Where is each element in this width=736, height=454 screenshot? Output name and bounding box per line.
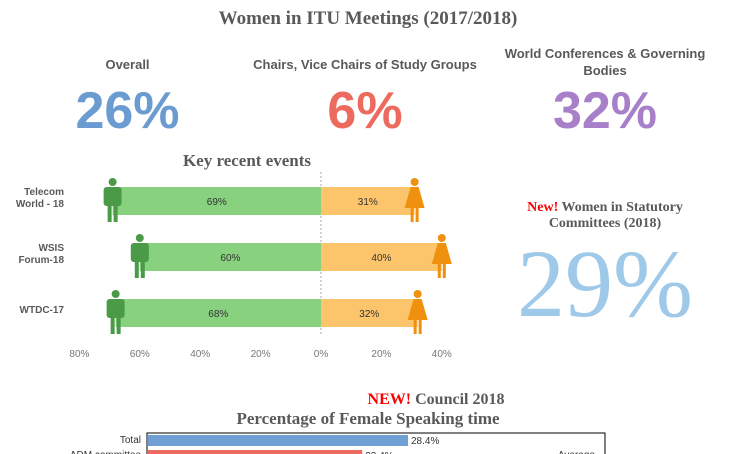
- female-figure-icon: [407, 290, 428, 334]
- council-subtitle: Percentage of Female Speaking time: [236, 409, 500, 428]
- council-title: Council 2018: [415, 391, 504, 408]
- x-tick: 20%: [251, 349, 271, 360]
- male-figure-icon: [130, 234, 149, 278]
- bar-label-male: 60%: [220, 253, 240, 264]
- female-figure-icon: [404, 178, 425, 222]
- category-label: WTDC-17: [20, 305, 65, 316]
- female-figure-icon: [431, 234, 452, 278]
- x-tick: 40%: [190, 349, 210, 360]
- statutory-text: Women in Statutory Committees (2018): [548, 200, 683, 231]
- statutory-label: New! Women in Statutory Committees (2018…: [500, 200, 710, 232]
- stat-label-overall: Overall: [105, 57, 150, 72]
- x-tick: 0%: [314, 349, 329, 360]
- statutory-value: 29%: [517, 230, 693, 337]
- council-bar: [148, 450, 363, 454]
- bar-label-male: 68%: [208, 309, 228, 320]
- bar-label-female: 32%: [359, 309, 379, 320]
- male-figure-icon: [106, 290, 125, 334]
- new-badge: New!: [527, 200, 559, 215]
- council-category: Total: [120, 435, 141, 446]
- bar-female: [321, 243, 442, 271]
- bar-label-female: 31%: [358, 197, 378, 208]
- bar-male: [112, 187, 322, 215]
- x-tick: 80%: [69, 349, 89, 360]
- stat-label-conferences: World Conferences & Governing Bodies: [504, 46, 706, 78]
- x-tick: 20%: [371, 349, 391, 360]
- council-bar-label: 28.4%: [411, 436, 439, 447]
- category-label: Telecom World - 18: [16, 187, 65, 210]
- x-tick: 60%: [130, 349, 150, 360]
- page-title: Women in ITU Meetings (2017/2018): [218, 8, 518, 29]
- council-new: NEW!: [368, 391, 412, 408]
- bar-label-female: 40%: [371, 253, 391, 264]
- bar-female: [321, 299, 418, 327]
- council-bar: [148, 435, 408, 446]
- stat-label-chairs: Chairs, Vice Chairs of Study Groups: [253, 57, 477, 72]
- category-label: WSIS Forum-18: [18, 243, 64, 266]
- stat-value-chairs: 6%: [327, 82, 403, 140]
- council-category: ADM committee: [70, 450, 142, 454]
- bar-label-male: 69%: [207, 197, 227, 208]
- council-bar-label: 23.4%: [365, 451, 393, 454]
- council-annotation: Average: [558, 450, 596, 454]
- x-tick: 40%: [432, 349, 452, 360]
- bar-male: [139, 243, 321, 271]
- male-figure-icon: [103, 178, 122, 222]
- events-chart-title: Key recent events: [183, 151, 311, 170]
- bar-male: [115, 299, 321, 327]
- council-chart-title: NEW! Council 2018: [368, 391, 505, 408]
- council-frame: [146, 432, 606, 454]
- stat-value-overall: 26%: [75, 82, 180, 140]
- stat-value-conferences: 32%: [552, 82, 658, 140]
- bar-female: [321, 187, 415, 215]
